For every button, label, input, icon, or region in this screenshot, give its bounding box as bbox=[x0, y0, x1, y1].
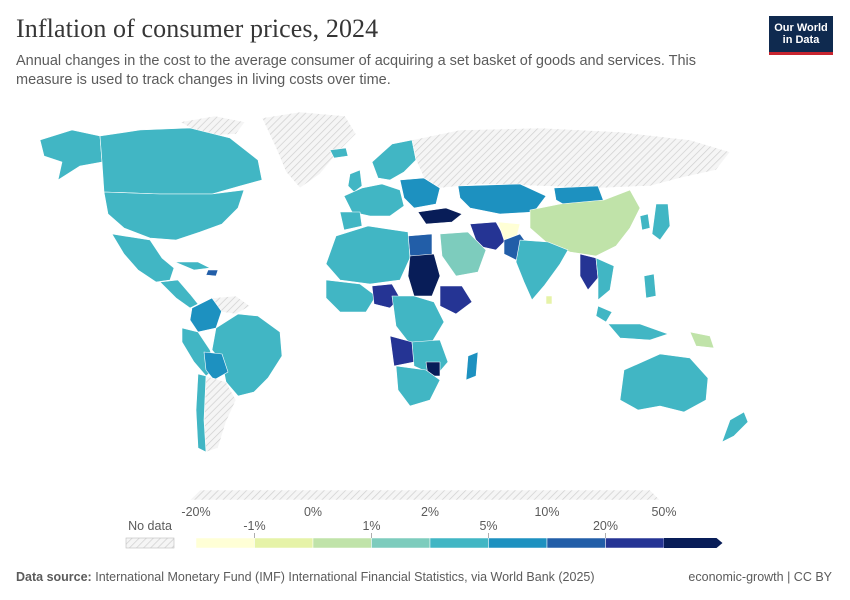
region-venezuela[interactable] bbox=[211, 295, 251, 315]
legend-ticks: -20% 0% 2% 10% 50% -1% 1% 5% 20% bbox=[181, 505, 677, 538]
legend-tick-label: 5% bbox=[479, 519, 497, 533]
legend-tick-label: 20% bbox=[593, 519, 618, 533]
legend-bins bbox=[195, 537, 723, 549]
region-papua-new-guinea[interactable] bbox=[689, 331, 715, 349]
data-source-text: International Monetary Fund (IMF) Intern… bbox=[95, 570, 595, 584]
chart-title: Inflation of consumer prices, 2024 bbox=[16, 14, 379, 43]
region-canada[interactable] bbox=[99, 127, 263, 195]
region-chile[interactable] bbox=[195, 373, 207, 453]
region-sudan[interactable] bbox=[407, 253, 441, 297]
data-source-label: Data source: bbox=[16, 570, 92, 584]
region-egypt[interactable] bbox=[407, 233, 433, 257]
region-mexico[interactable] bbox=[111, 233, 175, 283]
legend-bin bbox=[488, 537, 548, 549]
region-haiti[interactable] bbox=[205, 269, 219, 277]
world-map[interactable] bbox=[0, 100, 850, 500]
region-sri-lanka[interactable] bbox=[545, 295, 553, 305]
region-greenland[interactable] bbox=[261, 111, 357, 189]
region-southern-africa[interactable] bbox=[395, 365, 441, 407]
region-china[interactable] bbox=[529, 189, 641, 257]
legend-bin bbox=[546, 537, 606, 549]
logo-line-2: in Data bbox=[782, 34, 820, 46]
legend-bin bbox=[371, 537, 431, 549]
region-spain[interactable] bbox=[339, 211, 363, 231]
legend-tick-label: -20% bbox=[181, 505, 210, 519]
region-malaysia[interactable] bbox=[595, 305, 613, 323]
legend-bin bbox=[429, 537, 489, 549]
region-central-africa[interactable] bbox=[391, 295, 445, 345]
region-indonesia[interactable] bbox=[607, 323, 669, 341]
region-japan[interactable] bbox=[651, 203, 671, 241]
legend-bin bbox=[195, 537, 255, 549]
region-madagascar[interactable] bbox=[465, 351, 479, 381]
owid-logo[interactable]: Our World in Data bbox=[769, 16, 833, 55]
region-united-states[interactable] bbox=[103, 189, 245, 241]
legend-tick-label: -1% bbox=[243, 519, 265, 533]
legend-tick-label: 0% bbox=[304, 505, 322, 519]
region-united-kingdom[interactable] bbox=[347, 169, 363, 193]
topic-license[interactable]: economic-growth | CC BY bbox=[688, 570, 832, 584]
region-kazakhstan[interactable] bbox=[457, 183, 547, 215]
legend-tick-label: 1% bbox=[362, 519, 380, 533]
legend-bin bbox=[254, 537, 314, 549]
region-west-africa[interactable] bbox=[325, 279, 377, 313]
region-saudi-arabia[interactable] bbox=[439, 231, 487, 277]
region-ethiopia[interactable] bbox=[439, 285, 473, 315]
legend-tick-label: 10% bbox=[534, 505, 559, 519]
region-russia[interactable] bbox=[411, 127, 731, 189]
region-central-america[interactable] bbox=[159, 279, 199, 309]
region-turkey[interactable] bbox=[417, 207, 463, 225]
chart-subtitle: Annual changes in the cost to the averag… bbox=[16, 53, 697, 88]
legend-no-data-swatch bbox=[125, 537, 175, 549]
region-australia[interactable] bbox=[619, 353, 709, 413]
region-scandinavia[interactable] bbox=[371, 139, 417, 181]
legend-tick-label: 50% bbox=[651, 505, 676, 519]
logo-line-1: Our World bbox=[774, 22, 828, 34]
region-philippines[interactable] bbox=[643, 273, 657, 299]
region-bolivia[interactable] bbox=[203, 351, 229, 381]
region-north-africa[interactable] bbox=[325, 225, 411, 285]
legend-bin bbox=[664, 538, 723, 548]
legend-bin bbox=[312, 537, 372, 549]
region-korea[interactable] bbox=[639, 213, 651, 231]
region-iceland[interactable] bbox=[329, 147, 349, 159]
region-myanmar[interactable] bbox=[579, 253, 599, 291]
region-new-zealand[interactable] bbox=[721, 411, 749, 443]
legend-no-data-label: No data bbox=[128, 519, 172, 533]
data-source: Data source: International Monetary Fund… bbox=[16, 570, 595, 584]
region-cuba[interactable] bbox=[174, 261, 211, 271]
region-indochina[interactable] bbox=[595, 257, 615, 301]
legend-bin bbox=[605, 537, 665, 549]
map-legend: No data -20% 0% 2% 10% 50% -1% 1% 5% 20% bbox=[125, 505, 723, 549]
region-antarctica[interactable] bbox=[189, 489, 661, 500]
region-india[interactable] bbox=[515, 239, 569, 301]
region-alaska[interactable] bbox=[39, 129, 103, 181]
legend-tick-label: 2% bbox=[421, 505, 439, 519]
